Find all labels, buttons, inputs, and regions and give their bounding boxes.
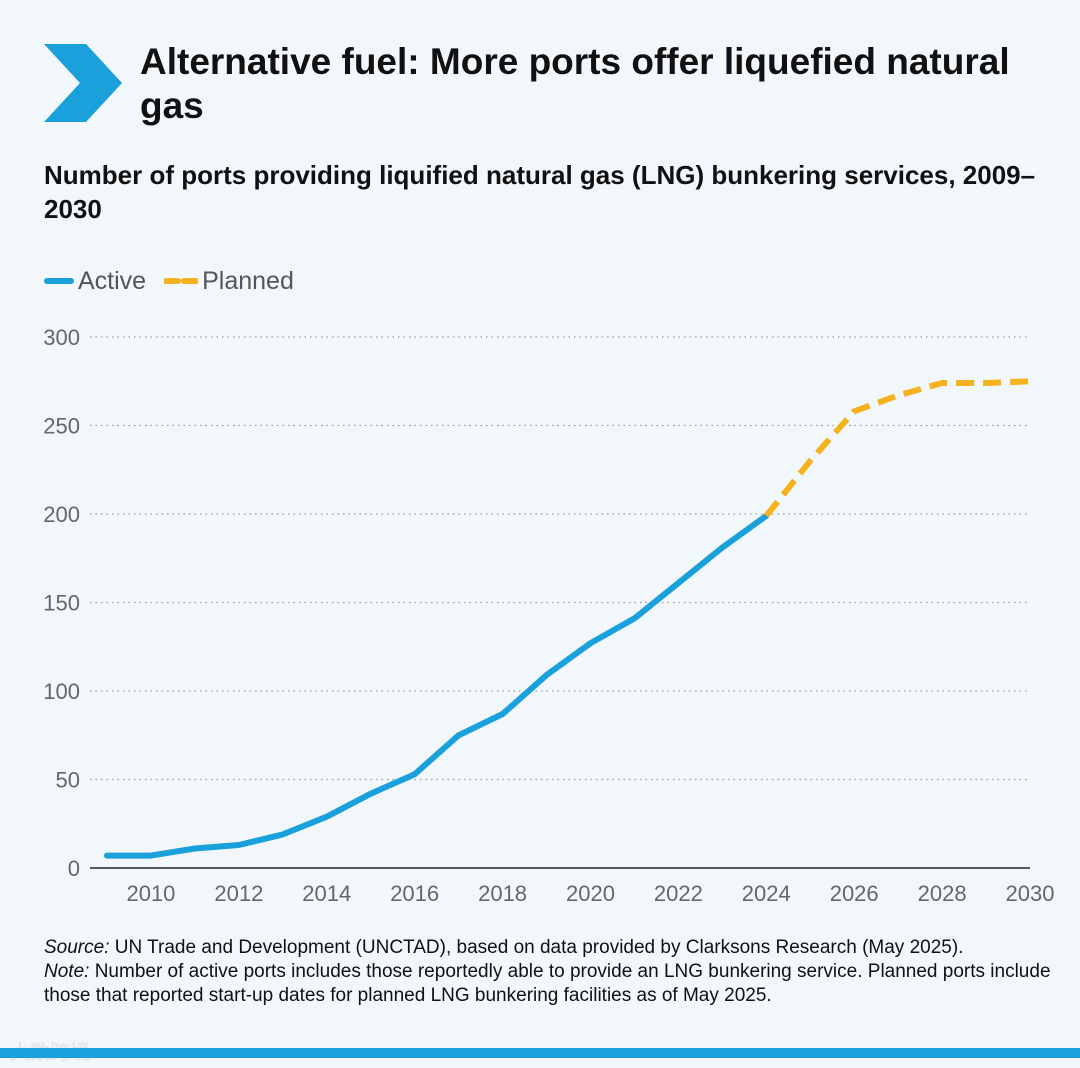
legend-swatch-planned — [164, 278, 199, 284]
source-text: UN Trade and Development (UNCTAD), based… — [109, 937, 964, 958]
legend-label-planned: Planned — [202, 266, 294, 295]
source-line: Source: UN Trade and Development (UNCTAD… — [44, 936, 1054, 960]
x-tick-label: 2026 — [830, 881, 879, 906]
x-tick-label: 2020 — [566, 881, 615, 906]
note-label: Note: — [44, 961, 90, 982]
y-tick-label: 200 — [43, 502, 80, 527]
note-text: Number of active ports includes those re… — [44, 961, 1051, 1006]
x-tick-label: 2016 — [390, 881, 439, 906]
bottom-accent-bar — [0, 1048, 1080, 1058]
source-notes: Source: UN Trade and Development (UNCTAD… — [44, 936, 1054, 1008]
x-tick-label: 2024 — [742, 881, 791, 906]
y-tick-label: 250 — [43, 414, 80, 439]
y-tick-label: 100 — [43, 679, 80, 704]
chart-legend: Active Planned — [44, 266, 312, 296]
y-tick-label: 50 — [56, 768, 80, 793]
chart-subtitle: Number of ports providing liquified natu… — [44, 160, 1036, 224]
note-line: Note: Number of active ports includes th… — [44, 960, 1054, 1008]
series-line-active — [104, 512, 770, 859]
x-tick-label: 2012 — [214, 881, 263, 906]
legend-swatch-active — [44, 278, 74, 284]
x-tick-label: 2014 — [302, 881, 351, 906]
legend-item-active: Active — [44, 267, 146, 296]
y-tick-label: 150 — [43, 591, 80, 616]
legend-item-planned: Planned — [164, 267, 294, 296]
source-label: Source: — [44, 937, 110, 958]
x-tick-label: 2022 — [654, 881, 703, 906]
series-line-planned — [763, 378, 1031, 518]
x-tick-label: 2028 — [918, 881, 967, 906]
chevron-right-icon — [44, 44, 122, 122]
page-title: Alternative fuel: More ports offer lique… — [140, 41, 1010, 126]
legend-label-active: Active — [78, 266, 147, 295]
x-tick-label: 2018 — [478, 881, 527, 906]
x-tick-label: 2030 — [1006, 881, 1055, 906]
line-chart: 0 50 100 150 200 250 300 2010 2012 2014 2016 2018 20… — [43, 325, 1055, 906]
y-tick-label: 300 — [43, 325, 80, 350]
y-tick-label: 0 — [68, 856, 80, 881]
x-tick-label: 2010 — [126, 881, 175, 906]
